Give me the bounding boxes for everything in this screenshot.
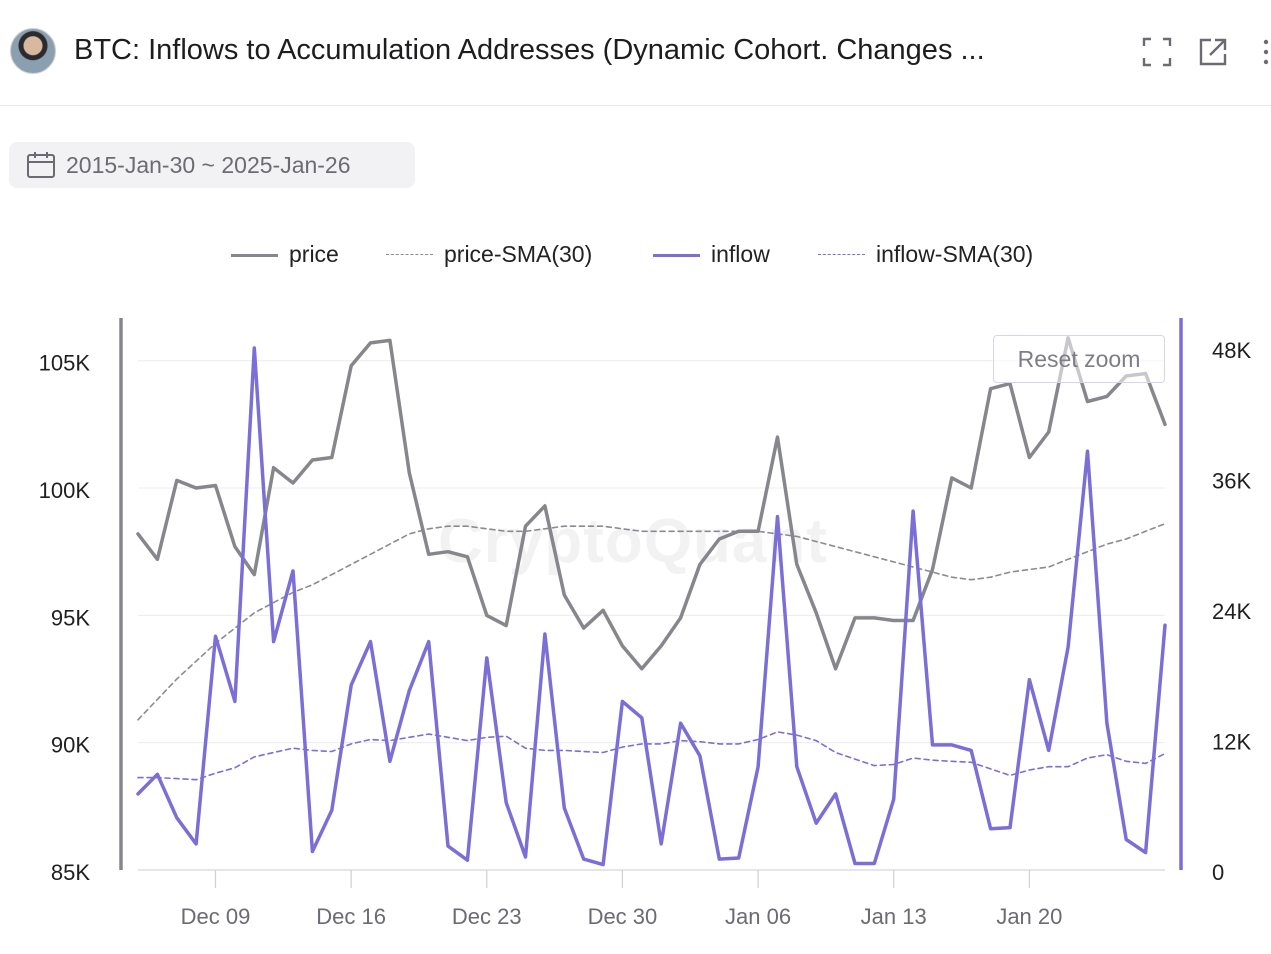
series-lines <box>136 336 1167 867</box>
y-left-tick-label: 100K <box>39 478 91 503</box>
x-tick-label: Jan 13 <box>861 904 927 929</box>
y-left-tick-label: 95K <box>51 605 90 630</box>
series-line-price <box>136 336 1167 671</box>
chart-header: BTC: Inflows to Accumulation Addresses (… <box>0 0 1271 106</box>
date-range-label: 2015-Jan-30 ~ 2025-Jan-26 <box>66 152 351 178</box>
x-tick-label: Dec 09 <box>181 904 251 929</box>
y-right-tick-label: 0 <box>1212 860 1224 885</box>
x-tick-label: Dec 30 <box>588 904 658 929</box>
y-right-tick-label: 36K <box>1212 469 1251 494</box>
legend-swatch <box>231 254 278 257</box>
more-vertical-icon[interactable] <box>1257 36 1271 68</box>
y-left-tick-label: 85K <box>51 860 90 885</box>
x-axis: Dec 09 Dec 16 Dec 23 Dec 30 Jan 06 Jan 13 Jan … <box>138 869 1165 929</box>
external-link-icon[interactable] <box>1197 36 1229 68</box>
y-right-tick-label: 48K <box>1212 338 1251 363</box>
legend-swatch <box>386 254 433 255</box>
legend-swatch <box>818 254 865 255</box>
left-y-axis: 85K 90K 95K 100K 105K <box>39 318 123 885</box>
legend-label: inflow-SMA(30) <box>876 241 1034 267</box>
y-left-tick-label: 90K <box>51 733 90 758</box>
avatar <box>10 28 56 74</box>
right-y-axis: 0 12K 24K 36K 48K <box>1179 318 1251 885</box>
reset-zoom-button[interactable]: Reset zoom <box>993 335 1165 383</box>
series-line-inflow <box>136 346 1167 867</box>
legend-swatch <box>653 254 700 257</box>
x-tick-label: Jan 06 <box>725 904 791 929</box>
legend-label: price <box>289 241 339 267</box>
chart-legend: price price-SMA(30) inflow inflow-SMA(30… <box>0 240 1271 270</box>
series-line-inflow-sma-30 <box>137 731 1166 781</box>
y-right-tick-label: 12K <box>1212 730 1251 755</box>
calendar-icon <box>27 152 55 178</box>
y-right-tick-label: 24K <box>1212 599 1251 624</box>
fullscreen-icon[interactable] <box>1141 36 1173 68</box>
page-title: BTC: Inflows to Accumulation Addresses (… <box>74 34 985 66</box>
date-range-picker[interactable]: 2015-Jan-30 ~ 2025-Jan-26 <box>9 142 415 188</box>
x-tick-label: Jan 20 <box>996 904 1062 929</box>
gridlines <box>138 360 1165 744</box>
legend-label: inflow <box>711 241 770 267</box>
series-line-price-sma-30 <box>137 522 1166 721</box>
x-tick-label: Dec 23 <box>452 904 522 929</box>
x-tick-label: Dec 16 <box>316 904 386 929</box>
y-left-tick-label: 105K <box>39 351 91 376</box>
legend-label: price-SMA(30) <box>444 241 593 267</box>
